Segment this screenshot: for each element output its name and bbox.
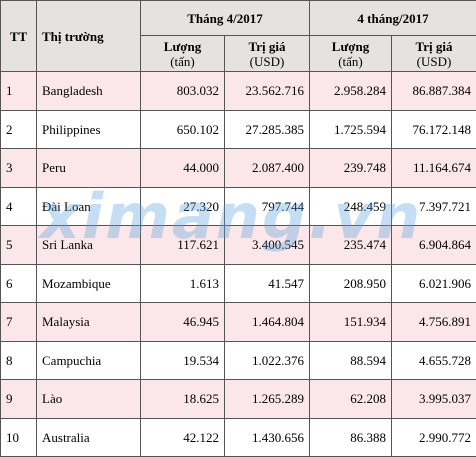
row-index: 8 xyxy=(0,340,37,380)
row-ytd-volume: 239.748 xyxy=(309,148,392,188)
row-month-value: 27.285.385 xyxy=(224,109,310,149)
row-month-volume: 46.945 xyxy=(140,302,225,342)
row-month-volume: 650.102 xyxy=(140,109,225,149)
table-row: 4 Đài Loan 27.320 797.744 248.459 7.397.721 xyxy=(0,186,476,226)
row-month-value: 1.464.804 xyxy=(224,302,310,342)
col-header-month-volume: Lượng (tấn) xyxy=(140,35,225,72)
row-month-value: 1.430.656 xyxy=(224,417,310,457)
volume-label: Lượng xyxy=(331,38,370,54)
row-month-volume: 44.000 xyxy=(140,148,225,188)
col-header-month-value: Trị giá (USD) xyxy=(224,35,310,72)
row-month-value: 23.562.716 xyxy=(224,71,310,111)
row-index: 7 xyxy=(0,302,37,342)
table-row: 2 Philippines 650.102 27.285.385 1.725.594 76… xyxy=(0,109,476,149)
row-index: 4 xyxy=(0,186,37,226)
row-ytd-value: 86.887.384 xyxy=(391,71,476,111)
volume-label: Lượng xyxy=(163,38,202,54)
row-market: Malaysia xyxy=(36,302,141,342)
row-month-volume: 27.320 xyxy=(140,186,225,226)
row-ytd-volume: 248.459 xyxy=(309,186,392,226)
value-label: Trị giá xyxy=(415,38,453,54)
row-market: Peru xyxy=(36,148,141,188)
row-ytd-value: 3.995.037 xyxy=(391,379,476,419)
col-header-ytd-value: Trị giá (USD) xyxy=(391,35,476,72)
table-header: TT Thị trường Tháng 4/2017 4 tháng/2017 … xyxy=(0,0,476,72)
row-month-volume: 803.032 xyxy=(140,71,225,111)
col-header-tt: TT xyxy=(0,0,37,72)
row-index: 2 xyxy=(0,109,37,149)
row-ytd-volume: 208.950 xyxy=(309,263,392,303)
col-header-ytd-volume: Lượng (tấn) xyxy=(309,35,392,72)
volume-unit: (tấn) xyxy=(338,53,363,69)
row-ytd-value: 7.397.721 xyxy=(391,186,476,226)
row-market: Bangladesh xyxy=(36,71,141,111)
row-index: 9 xyxy=(0,379,37,419)
row-market: Australia xyxy=(36,417,141,457)
row-ytd-value: 4.756.891 xyxy=(391,302,476,342)
row-index: 6 xyxy=(0,263,37,303)
table-row: 5 Sri Lanka 117.621 3.400.545 235.474 6.904.8… xyxy=(0,225,476,265)
value-unit: (USD) xyxy=(416,53,452,69)
row-ytd-value: 11.164.674 xyxy=(391,148,476,188)
group-header-ytd: 4 tháng/2017 xyxy=(309,0,476,36)
table-row: 7 Malaysia 46.945 1.464.804 151.934 4.756.891 xyxy=(0,302,476,342)
row-ytd-value: 2.990.772 xyxy=(391,417,476,457)
row-month-value: 797.744 xyxy=(224,186,310,226)
row-month-volume: 19.534 xyxy=(140,340,225,380)
row-ytd-value: 6.904.864 xyxy=(391,225,476,265)
row-month-volume: 117.621 xyxy=(140,225,225,265)
row-index: 10 xyxy=(0,417,37,457)
row-ytd-volume: 151.934 xyxy=(309,302,392,342)
row-month-value: 1.022.376 xyxy=(224,340,310,380)
table-body: 1 Bangladesh 803.032 23.562.716 2.958.284 86.… xyxy=(0,71,476,457)
row-month-value: 1.265.289 xyxy=(224,379,310,419)
row-market: Mozambique xyxy=(36,263,141,303)
row-market: Sri Lanka xyxy=(36,225,141,265)
row-index: 5 xyxy=(0,225,37,265)
row-ytd-volume: 88.594 xyxy=(309,340,392,380)
row-index: 3 xyxy=(0,148,37,188)
row-market: Philippines xyxy=(36,109,141,149)
row-ytd-value: 6.021.906 xyxy=(391,263,476,303)
table-row: 3 Peru 44.000 2.087.400 239.748 11.164.674 xyxy=(0,148,476,188)
row-ytd-volume: 86.388 xyxy=(309,417,392,457)
volume-unit: (tấn) xyxy=(170,53,195,69)
row-index: 1 xyxy=(0,71,37,111)
table-row: 8 Campuchia 19.534 1.022.376 88.594 4.655.728 xyxy=(0,340,476,380)
row-month-volume: 1.613 xyxy=(140,263,225,303)
table-row: 10 Australia 42.122 1.430.656 86.388 2.990.77… xyxy=(0,417,476,457)
row-market: Lào xyxy=(36,379,141,419)
row-ytd-volume: 62.208 xyxy=(309,379,392,419)
row-month-volume: 42.122 xyxy=(140,417,225,457)
row-ytd-volume: 1.725.594 xyxy=(309,109,392,149)
col-header-market: Thị trường xyxy=(36,0,141,72)
row-ytd-volume: 2.958.284 xyxy=(309,71,392,111)
row-month-value: 2.087.400 xyxy=(224,148,310,188)
table-row: 6 Mozambique 1.613 41.547 208.950 6.021.906 xyxy=(0,263,476,303)
table-row: 9 Lào 18.625 1.265.289 62.208 3.995.037 xyxy=(0,379,476,419)
row-ytd-value: 4.655.728 xyxy=(391,340,476,380)
row-ytd-value: 76.172.148 xyxy=(391,109,476,149)
row-market: Campuchia xyxy=(36,340,141,380)
table-row: 1 Bangladesh 803.032 23.562.716 2.958.284 86.… xyxy=(0,71,476,111)
row-month-value: 3.400.545 xyxy=(224,225,310,265)
row-month-volume: 18.625 xyxy=(140,379,225,419)
row-month-value: 41.547 xyxy=(224,263,310,303)
value-unit: (USD) xyxy=(249,53,285,69)
value-label: Trị giá xyxy=(248,38,286,54)
row-ytd-volume: 235.474 xyxy=(309,225,392,265)
row-market: Đài Loan xyxy=(36,186,141,226)
group-header-month: Tháng 4/2017 xyxy=(140,0,310,36)
